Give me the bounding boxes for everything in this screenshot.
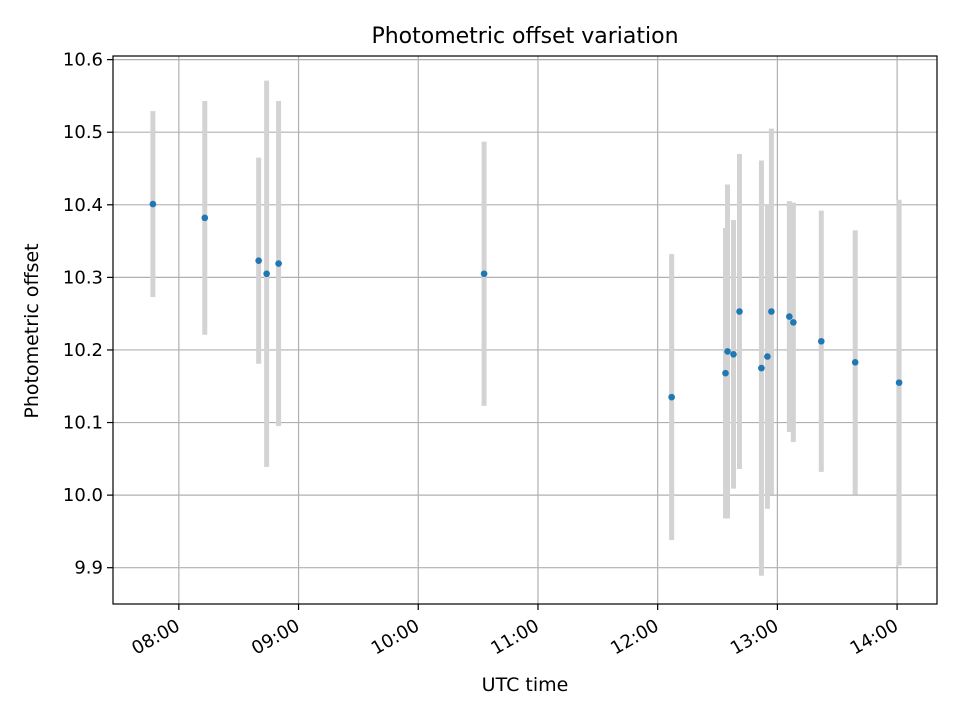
plot-frame — [112, 55, 938, 605]
data-point — [255, 257, 262, 264]
y-tick-label: 10.5 — [63, 122, 103, 143]
data-point — [790, 319, 797, 326]
y-tick-label: 10.1 — [63, 413, 103, 434]
data-point — [764, 353, 771, 360]
data-point — [668, 393, 675, 401]
data-point — [730, 351, 737, 358]
data-point — [724, 348, 731, 355]
data-point — [895, 379, 903, 386]
data-point — [851, 358, 859, 366]
data-point — [275, 260, 282, 267]
data-point — [736, 308, 743, 315]
data-point — [786, 313, 793, 320]
y-tick-label: 10.6 — [63, 50, 103, 71]
data-points — [149, 200, 903, 401]
data-point — [480, 270, 488, 278]
y-tick-label: 10.2 — [63, 340, 103, 361]
y-tick-label: 10.0 — [63, 485, 103, 506]
y-tick-label: 10.4 — [63, 195, 103, 216]
y-axis-label: Photometric offset — [21, 243, 43, 418]
data-point — [149, 200, 157, 208]
grid-lines — [113, 56, 937, 604]
y-axis-ticks: 9.9 10.0 10.1 10.2 10.3 10.4 10.5 10.6 — [63, 50, 113, 579]
data-point — [768, 308, 775, 315]
x-axis-label: UTC time — [482, 674, 569, 696]
data-point — [201, 214, 209, 222]
chart-title: Photometric offset variation — [371, 24, 678, 49]
y-tick-label: 9.9 — [74, 558, 103, 579]
data-point — [758, 364, 765, 372]
y-tick-label: 10.3 — [63, 267, 103, 288]
data-point — [817, 337, 825, 345]
data-point — [263, 270, 270, 278]
data-point — [722, 369, 729, 377]
